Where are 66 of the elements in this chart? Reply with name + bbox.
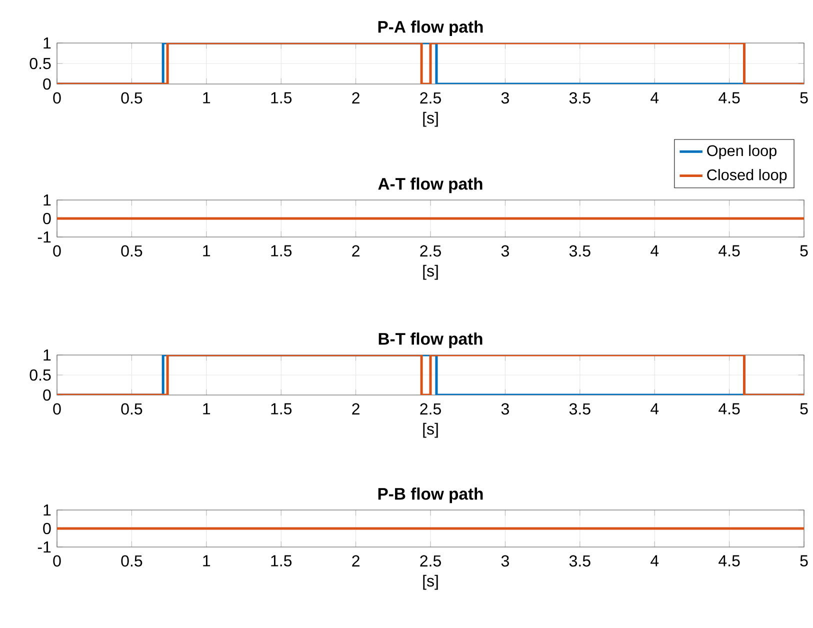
- x-axis-title: [s]: [423, 112, 438, 127]
- x-axis-title: [s]: [423, 422, 438, 438]
- x-axis-title: [s]: [423, 264, 438, 280]
- x-tick-label: 4: [650, 92, 659, 104]
- x-tick-label: 0: [53, 555, 61, 567]
- x-tick-label: 0: [53, 92, 61, 104]
- x-tick-label: 4.5: [718, 245, 740, 256]
- y-tick-label: 1: [44, 504, 51, 516]
- x-tick-label: 5: [800, 245, 808, 256]
- x-tick-label: 3: [501, 555, 509, 567]
- x-tick-label: 5: [800, 555, 808, 566]
- x-tick-label: 5: [800, 92, 808, 104]
- legend-label: Open loop: [707, 144, 776, 160]
- y-tick-label: 0: [43, 212, 51, 224]
- x-tick-label: 1: [203, 245, 210, 256]
- x-tick-label: 1.5: [271, 92, 292, 104]
- chart-title: P-B flow path: [378, 488, 483, 504]
- x-tick-label: 2: [352, 403, 360, 414]
- x-tick-label: 5: [800, 403, 808, 414]
- x-tick-label: 0: [53, 245, 61, 257]
- x-tick-label: 4.5: [718, 555, 740, 566]
- x-tick-label: 3.5: [569, 403, 590, 415]
- y-tick-label: 1: [44, 38, 51, 49]
- y-tick-label: 0: [43, 522, 51, 534]
- x-tick-label: 0: [53, 403, 61, 415]
- x-tick-label: 0.5: [121, 555, 142, 567]
- x-tick-label: 0.5: [121, 403, 142, 415]
- x-tick-label: 2.5: [420, 403, 441, 415]
- chart-title: A-T flow path: [378, 178, 482, 194]
- x-tick-label: 0.5: [121, 92, 142, 104]
- x-tick-label: 2: [352, 92, 360, 104]
- x-tick-label: 4.5: [718, 92, 740, 104]
- x-tick-label: 4.5: [718, 403, 740, 414]
- y-tick-label: 0: [43, 389, 51, 401]
- x-tick-label: 1: [203, 403, 210, 414]
- legend-label: Closed loop: [707, 169, 787, 184]
- x-tick-label: 4: [650, 555, 659, 566]
- y-tick-label: 0.5: [30, 369, 51, 381]
- y-tick-label: 1: [44, 350, 51, 361]
- y-tick-label: -1: [38, 542, 51, 553]
- x-tick-label: 2: [352, 245, 360, 256]
- y-tick-label: 0: [43, 78, 51, 90]
- x-tick-label: 1.5: [271, 555, 292, 566]
- x-tick-label: 4: [650, 403, 659, 414]
- x-tick-label: 1.5: [271, 403, 292, 414]
- x-tick-label: 3.5: [569, 92, 590, 104]
- x-tick-label: 1: [203, 555, 210, 566]
- chart-title: P-A flow path: [378, 20, 483, 36]
- x-tick-label: 3: [501, 92, 509, 104]
- x-tick-label: 1.5: [271, 245, 292, 256]
- y-tick-label: 1: [44, 194, 51, 206]
- x-tick-label: 2.5: [420, 92, 441, 104]
- x-tick-label: 2: [352, 555, 360, 566]
- chart-title: B-T flow path: [378, 332, 482, 348]
- x-tick-label: 2.5: [420, 555, 441, 567]
- y-tick-label: 0.5: [30, 58, 51, 70]
- x-tick-label: 1: [203, 92, 210, 104]
- x-tick-label: 3.5: [569, 245, 590, 257]
- x-tick-label: 3: [501, 245, 509, 257]
- x-tick-label: 4: [650, 245, 659, 256]
- x-tick-label: 2.5: [420, 245, 441, 257]
- x-axis-title: [s]: [423, 574, 438, 590]
- y-tick-label: -1: [38, 232, 51, 243]
- x-tick-label: 0.5: [121, 245, 142, 257]
- x-tick-label: 3: [501, 403, 509, 415]
- x-tick-label: 3.5: [569, 555, 590, 567]
